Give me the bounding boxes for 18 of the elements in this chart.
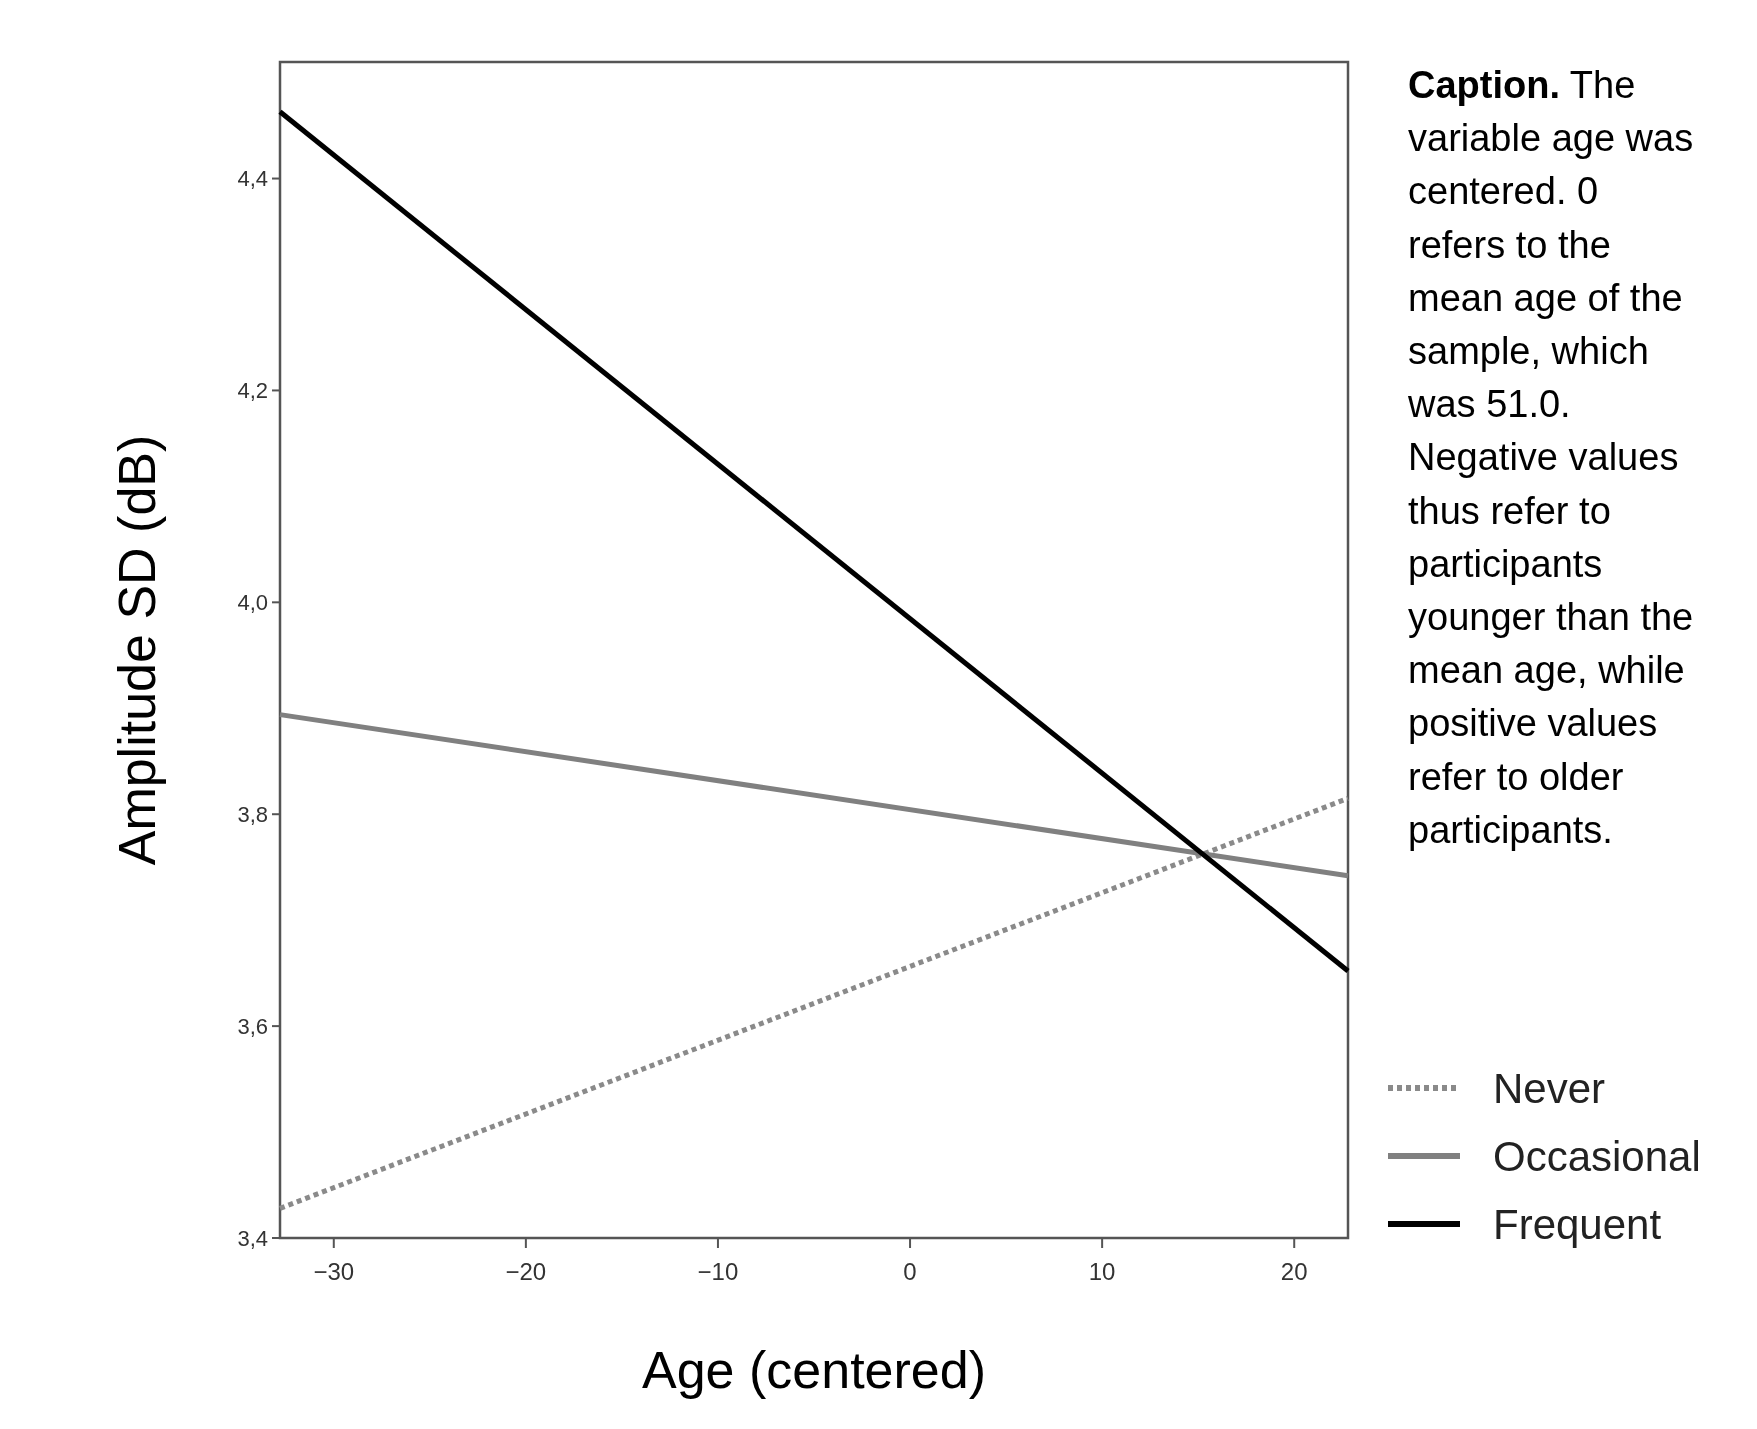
y-tick-label: 3,8	[237, 801, 268, 827]
legend-label: Occasional	[1493, 1132, 1701, 1180]
y-tick-label: 4,4	[237, 166, 268, 192]
y-tick-label: 3,4	[237, 1225, 268, 1251]
x-tick-label: −30	[313, 1258, 355, 1285]
x-tick-label: −10	[697, 1258, 739, 1285]
x-tick-label: −20	[505, 1258, 547, 1285]
legend-label: Frequent	[1493, 1200, 1662, 1248]
y-tick-label: 4,2	[237, 378, 268, 404]
x-tick-label: 20	[1280, 1258, 1308, 1285]
text: Caption. The variable age was centered. 0 refers to the mean age of the sample, which was 51.0. Negative values thus refer to participants younger than the mean age, while positive values refer to older participants.	[1408, 64, 1694, 851]
x-tick-label: 10	[1088, 1258, 1116, 1285]
y-tick-label: 3,6	[237, 1013, 268, 1039]
x-axis-title: Age (centered)	[642, 1341, 986, 1399]
y-tick-label: 4,0	[237, 590, 268, 616]
y-axis-title: Amplitude SD (dB)	[108, 434, 166, 866]
x-tick-label: 0	[903, 1258, 917, 1285]
legend-label: Never	[1493, 1064, 1606, 1112]
